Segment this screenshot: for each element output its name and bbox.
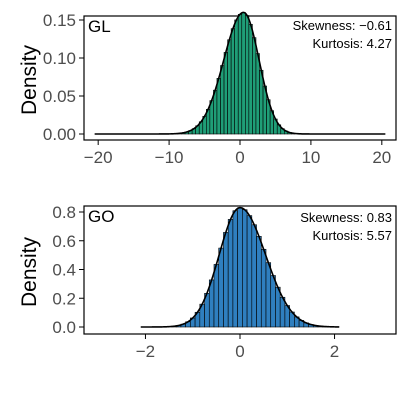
y-axis-label: Density — [18, 236, 41, 307]
histogram-bar — [221, 66, 225, 134]
panel-go: 0.0 0.2 0.4 0.6 0.8 −2 0 2 GO Skewness: 0.83 K… — [18, 203, 396, 361]
histogram-bar — [233, 211, 238, 327]
histogram-bar — [252, 225, 257, 327]
histogram-bar — [260, 70, 264, 134]
y-tick-label: 0.10 — [43, 49, 76, 68]
panel-label: GL — [88, 17, 111, 36]
histogram-bar — [275, 287, 280, 327]
y-tick-label: 0.4 — [52, 261, 76, 280]
y-tick-label: 0.2 — [52, 289, 76, 308]
histogram-bar — [217, 78, 221, 134]
histogram-bar — [231, 29, 235, 134]
histogram-bar — [228, 40, 232, 134]
panel-gl: 0.00 0.05 0.10 0.15 −20 −10 0 10 20 GL Skewness… — [18, 11, 396, 167]
x-tick-label: 2 — [330, 342, 339, 361]
y-axis-ticks: 0.0 0.2 0.4 0.6 0.8 — [52, 203, 84, 337]
skewness-annotation: Skewness: −0.61 — [293, 18, 392, 33]
histogram-bar — [238, 14, 242, 134]
y-tick-label: 0.00 — [43, 125, 76, 144]
histogram-bar — [249, 24, 253, 134]
y-axis-ticks: 0.00 0.05 0.10 0.15 — [43, 11, 84, 144]
histogram-bar — [245, 16, 249, 135]
y-tick-label: 0.8 — [52, 203, 76, 222]
x-tick-label: 10 — [301, 148, 320, 167]
histogram-bar — [213, 90, 217, 134]
histogram-bar — [242, 210, 247, 327]
histogram-bar — [242, 12, 246, 134]
histogram-bar — [252, 38, 256, 134]
histogram-bar — [214, 264, 219, 327]
y-tick-label: 0.0 — [52, 318, 76, 337]
skewness-annotation: Skewness: 0.83 — [300, 210, 392, 225]
x-tick-label: 20 — [372, 148, 391, 167]
y-tick-label: 0.6 — [52, 232, 76, 251]
panel-label: GO — [88, 207, 114, 226]
x-axis-ticks: −20 −10 0 10 20 — [84, 140, 392, 167]
histogram-bar — [247, 216, 252, 327]
histogram-bar — [224, 52, 228, 134]
histogram-bar — [266, 263, 271, 327]
kurtosis-annotation: Kurtosis: 4.27 — [313, 36, 393, 51]
y-tick-label: 0.15 — [43, 11, 76, 30]
histogram-bar — [256, 54, 260, 134]
x-tick-label: −2 — [136, 342, 155, 361]
y-axis-label: Density — [18, 44, 41, 115]
histogram-bar — [257, 236, 262, 327]
histogram-bar — [238, 208, 243, 327]
kurtosis-annotation: Kurtosis: 5.57 — [313, 228, 393, 243]
x-tick-label: −20 — [84, 148, 113, 167]
x-tick-label: 0 — [235, 342, 244, 361]
histogram-bar — [261, 249, 266, 327]
histogram-bar — [219, 248, 224, 327]
x-axis-ticks: −2 0 2 — [136, 334, 340, 361]
histogram-bar — [223, 232, 228, 327]
x-tick-label: −10 — [155, 148, 184, 167]
histogram-bar — [228, 219, 233, 327]
x-tick-label: 0 — [235, 148, 244, 167]
y-tick-label: 0.05 — [43, 87, 76, 106]
histogram-bar — [271, 276, 276, 328]
histogram-bar — [235, 20, 239, 134]
